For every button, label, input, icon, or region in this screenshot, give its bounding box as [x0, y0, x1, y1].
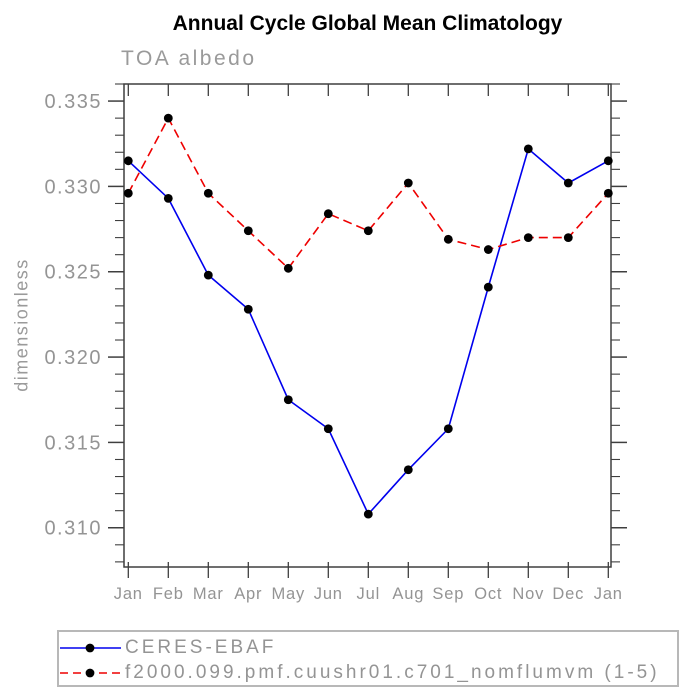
data-point	[443, 424, 453, 434]
data-point	[323, 209, 333, 219]
y-tick-label: 0.320	[44, 347, 102, 369]
legend-item-model: f2000.099.pmf.cuushr01.c701_nomflumvm (1…	[59, 660, 677, 685]
y-tick-label: 0.335	[44, 91, 102, 113]
data-point	[323, 424, 333, 434]
data-point	[283, 395, 293, 405]
x-tick-label: Jun	[314, 585, 343, 603]
x-tick-label: Apr	[234, 585, 262, 603]
data-point	[483, 245, 493, 254]
data-point	[603, 188, 613, 198]
legend-label-ceres: CERES-EBAF	[125, 636, 277, 658]
x-tick-label: Feb	[153, 585, 184, 603]
x-tick-label: Mar	[193, 585, 224, 603]
data-point	[443, 234, 453, 244]
data-point	[243, 304, 253, 314]
chart-title: Annual Cycle Global Mean Climatology	[172, 12, 563, 35]
x-tick-label: Dec	[552, 585, 584, 603]
plot-frame	[123, 83, 612, 568]
y-tick-label: 0.315	[44, 432, 102, 454]
legend-box: CERES-EBAF f2000.099.pmf.cuushr01.c701_n…	[57, 630, 679, 687]
data-point	[523, 233, 533, 243]
data-point	[243, 226, 253, 236]
legend-line-sample-dashed	[60, 668, 121, 677]
x-tick-label: Jan	[114, 585, 143, 603]
series-line-1	[127, 116, 609, 270]
data-point	[403, 178, 413, 188]
data-point	[363, 509, 373, 519]
y-tick-label: 0.310	[44, 518, 102, 540]
data-point	[163, 193, 173, 203]
legend-line-sample-solid	[60, 643, 121, 652]
y-tick-label: 0.330	[44, 176, 102, 198]
legend-label-model: f2000.099.pmf.cuushr01.c701_nomflumvm (1…	[125, 661, 660, 683]
data-point	[563, 233, 573, 243]
data-point	[123, 156, 133, 166]
y-tick-label: 0.325	[44, 262, 102, 284]
data-point	[563, 178, 573, 188]
data-point	[123, 188, 133, 198]
data-point	[403, 465, 413, 475]
x-tick-label: Jul	[357, 585, 381, 603]
data-point	[203, 270, 213, 280]
data-point	[603, 156, 613, 166]
x-tick-label: Jan	[594, 585, 623, 603]
x-tick-label: Nov	[512, 585, 544, 603]
series-line-0	[127, 147, 609, 516]
x-tick-label: Sep	[432, 585, 464, 603]
data-point	[203, 188, 213, 198]
x-tick-label: Aug	[392, 585, 424, 603]
legend-item-ceres: CERES-EBAF	[59, 635, 677, 660]
data-point	[483, 282, 493, 292]
data-point	[283, 263, 293, 273]
data-point	[523, 144, 533, 154]
data-point	[163, 113, 173, 123]
x-tick-label: Oct	[474, 585, 502, 603]
data-point	[363, 226, 373, 236]
chart-subtitle: TOA albedo	[121, 47, 257, 70]
x-tick-label: May	[272, 585, 306, 603]
